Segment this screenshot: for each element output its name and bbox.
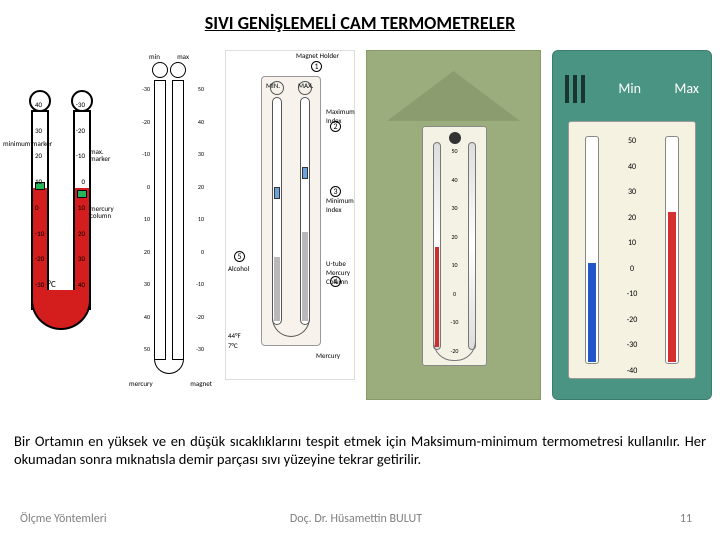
- p2-tick: 50: [188, 85, 204, 93]
- u-tube-diagram: minimum marker max. marker mercury colum…: [8, 50, 113, 370]
- scale-card: 50 40 30 20 10 0 -10 -20 -30 -40: [568, 121, 696, 379]
- footer-page: 11: [468, 512, 720, 530]
- label-min-index: Minimum Index: [326, 196, 354, 214]
- thermo-body: [261, 76, 321, 346]
- scale-plate: -20 -10 0 10 20 30 40 50: [422, 126, 487, 366]
- index-min: [274, 187, 280, 199]
- label-max-index: Maximum Index: [326, 107, 355, 125]
- label-minlbl: MIN.: [266, 81, 280, 90]
- cap-right: [170, 62, 186, 78]
- slide-footer: Ölçme Yöntemleri Doç. Dr. Hüsamettin BUL…: [0, 512, 720, 530]
- labeled-diagram: 1 Magnet Holder 2 Maximum Index 3 Minimu…: [225, 50, 355, 380]
- fluid5-right: [668, 212, 676, 362]
- tick-row: 30-20: [35, 126, 85, 135]
- tick-row: -2030: [35, 254, 85, 263]
- label-mercury-2: mercury: [129, 379, 153, 388]
- u-bottom-2: [154, 348, 184, 374]
- label-max-5: Max: [674, 80, 699, 97]
- p2-tick: -10: [188, 280, 204, 288]
- roof: [387, 71, 520, 121]
- label-max-marker: max. marker: [90, 148, 113, 162]
- merc3-r: [302, 232, 308, 321]
- p4-tick: -20: [423, 347, 486, 355]
- label-alcohol: Alcohol: [228, 264, 249, 273]
- label-maxlbl: MAX.: [298, 81, 313, 90]
- p2-tick: -20: [134, 118, 150, 126]
- p5-tick: 20: [569, 213, 695, 223]
- p2-tick: 20: [188, 183, 204, 191]
- minmax-diagram: min max mercury magnet -30-20-1001020304…: [124, 50, 214, 380]
- p4-tick: 10: [423, 261, 486, 269]
- footer-left: Ölçme Yöntemleri: [0, 512, 244, 530]
- tick-row: 40-30: [35, 100, 85, 109]
- p5-tick: -10: [569, 289, 695, 299]
- p4-tick: -10: [423, 318, 486, 326]
- p2-tick: -30: [134, 85, 150, 93]
- callout-1: 1: [311, 61, 322, 72]
- p5-tick: -40: [569, 366, 695, 376]
- reset-button-icon: [449, 132, 461, 144]
- footer-center: Doç. Dr. Hüsamettin BULUT: [244, 512, 468, 530]
- label-44f: 44°F: [228, 331, 241, 340]
- label-min: min: [149, 52, 160, 61]
- p2-tick: 0: [188, 248, 204, 256]
- tick-row: 20-10: [35, 151, 85, 160]
- column-right: [172, 80, 184, 360]
- p5-tick: -20: [569, 315, 695, 325]
- tick-row: -3040: [35, 280, 85, 289]
- label-mercury: mercury column: [90, 205, 114, 219]
- label-mercury-3: Mercury: [316, 351, 340, 360]
- p2-tick: 0: [134, 183, 150, 191]
- label-magnet: magnet: [190, 379, 212, 388]
- p2-tick: 10: [134, 215, 150, 223]
- grip-icon: [565, 75, 585, 103]
- column-left: [154, 80, 166, 360]
- panel1-scale: 40-30 30-20 20-10 100 010 -1020 -2030 -3040: [35, 100, 85, 300]
- p2-tick: 10: [188, 215, 204, 223]
- label-min-5: Min: [618, 80, 641, 97]
- merc3-l: [274, 257, 280, 321]
- p2-tick: -20: [188, 313, 204, 321]
- p4-tick: 0: [423, 290, 486, 298]
- p5-tick: 10: [569, 238, 695, 248]
- tick-row: -1020: [35, 229, 85, 238]
- p2-tick: 30: [134, 280, 150, 288]
- thermometer-gallery: minimum marker max. marker mercury colum…: [8, 50, 712, 420]
- device-header: Min Max: [565, 71, 699, 106]
- label-utube: U-tube Mercury Column: [326, 259, 354, 286]
- label-max: max: [177, 52, 189, 61]
- green-minmax-device: Min Max 50 40 30 20 10 0 -10 -20 -30 -40: [552, 50, 712, 400]
- p2-tick: 40: [188, 118, 204, 126]
- p4-tick: 20: [423, 233, 486, 241]
- p5-tick: 0: [569, 264, 695, 274]
- p5-tick: 40: [569, 162, 695, 172]
- label-7c: 7°C: [228, 341, 238, 350]
- p4-tick: 50: [423, 147, 486, 155]
- callout-5: 5: [234, 251, 245, 262]
- u-bottom-3: [272, 315, 310, 337]
- tick-row: 100: [35, 177, 85, 186]
- description-text: Bir Ortamın en yüksek ve en düşük sıcakl…: [14, 432, 706, 468]
- p2-tick: 30: [188, 150, 204, 158]
- p2-tick: 20: [134, 248, 150, 256]
- p5-tick: 30: [569, 187, 695, 197]
- p4-tick: 30: [423, 204, 486, 212]
- label-magnet-holder: Magnet Holder: [296, 51, 339, 60]
- tick-row: 010: [35, 203, 85, 212]
- p5-tick: 50: [569, 136, 695, 146]
- cap-left: [152, 62, 168, 78]
- p2-tick: -10: [134, 150, 150, 158]
- slide-title: SIVI GENİŞLEMELİ CAM TERMOMETRELER: [0, 12, 720, 34]
- p2-tick: -30: [188, 345, 204, 353]
- p2-tick: 50: [134, 345, 150, 353]
- p5-tick: -30: [569, 340, 695, 350]
- p2-tick: 40: [134, 313, 150, 321]
- p4-tick: 40: [423, 176, 486, 184]
- index-max: [302, 167, 308, 179]
- photo-thermometer: -20 -10 0 10 20 30 40 50: [366, 50, 541, 400]
